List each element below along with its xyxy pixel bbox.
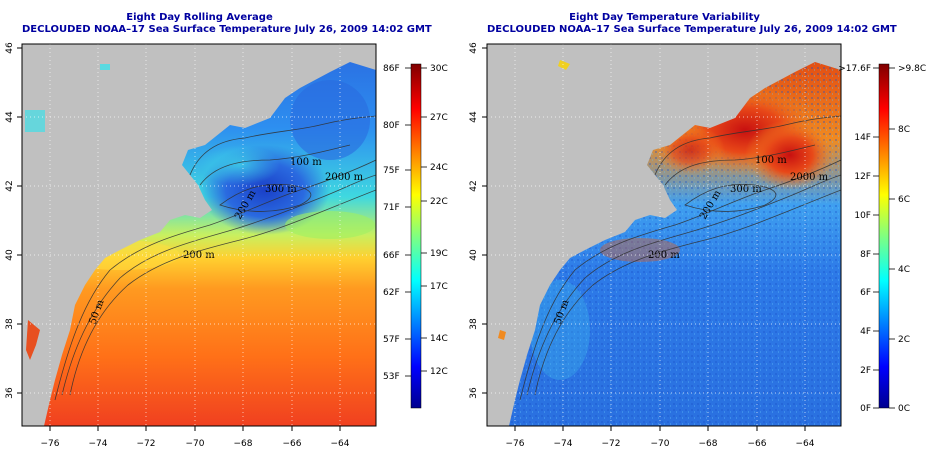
right-contour-label-300m: 300 m (730, 184, 762, 195)
right-colorbar (878, 63, 890, 409)
left-contour-label-300m: 300 m (265, 184, 297, 195)
left-cbar-c-label: 17C (430, 282, 448, 292)
right-y-tick: 40 (469, 249, 479, 261)
right-cbar-c-label: 2C (898, 335, 910, 345)
left-cbar-c-label: 27C (430, 113, 448, 123)
right-cbar-f-label: 6F (860, 288, 871, 298)
right-contour-label-2000m: 2000 m (790, 172, 829, 183)
left-x-tick: −68 (234, 439, 253, 449)
left-y-tick: 40 (5, 249, 15, 261)
left-contour-label-200m: 200 m (183, 250, 215, 261)
right-map: 200 m 50 m 200 m 300 m 2000 m 100 m (487, 44, 841, 426)
right-cbar-f-label: 8F (860, 250, 871, 260)
left-cbar-f-label: 53F (383, 372, 400, 382)
left-y-tick: 38 (5, 318, 15, 330)
left-title-line1: Eight Day Rolling Average (126, 12, 273, 23)
right-x-tick: −64 (796, 439, 815, 449)
right-cbar-c-label: 0C (898, 404, 910, 414)
right-cbar-c-label: 8C (898, 125, 910, 135)
left-cbar-c-label: 22C (430, 197, 448, 207)
right-x-tick: −72 (602, 439, 621, 449)
right-x-tick: −70 (651, 439, 670, 449)
left-contour-label-100m: 100 m (290, 157, 322, 168)
right-cbar-f-label: 0F (860, 404, 871, 414)
left-cbar-c-label: 30C (430, 64, 448, 74)
right-title-line2: DECLOUDED NOAA–17 Sea Surface Temperatur… (487, 24, 897, 35)
right-map-frame (486, 43, 842, 427)
left-x-tick: −74 (89, 439, 108, 449)
left-map-frame (21, 43, 377, 427)
left-cbar-c-label: 24C (430, 163, 448, 173)
right-cbar-c-label: >9.8C (898, 64, 926, 74)
right-cbar-f-label: 2F (860, 366, 871, 376)
left-cbar-f-label: 71F (383, 203, 400, 213)
left-x-tick: −72 (137, 439, 156, 449)
left-land (22, 44, 376, 426)
left-cbar-c-label: 14C (430, 334, 448, 344)
right-cbar-c-label: 6C (898, 195, 910, 205)
right-y-tick: 42 (469, 180, 479, 191)
right-x-tick: −76 (506, 439, 525, 449)
right-y-tick: 36 (469, 387, 479, 399)
left-x-tick: −66 (283, 439, 302, 449)
left-x-tick: −76 (41, 439, 60, 449)
left-cbar-c-label: 12C (430, 367, 448, 377)
left-cbar-f-label: 75F (383, 166, 400, 176)
left-map: 200 m 50 m 200 m 300 m 2000 m 100 m (22, 44, 376, 426)
left-cbar-f-label: 80F (383, 121, 400, 131)
right-y-tick: 44 (469, 111, 479, 123)
left-cbar-f-label: 66F (383, 251, 400, 261)
left-y-tick: 44 (5, 111, 15, 123)
left-colorbar (410, 63, 422, 409)
right-y-tick: 38 (469, 318, 479, 330)
left-cbar-c-label: 19C (430, 249, 448, 259)
right-x-tick: −74 (554, 439, 573, 449)
right-y-tick: 46 (469, 42, 479, 54)
left-title-line2: DECLOUDED NOAA–17 Sea Surface Temperatur… (22, 24, 432, 35)
left-contour-label-2000m: 2000 m (325, 172, 364, 183)
right-cbar-f-label: 4F (860, 327, 871, 337)
left-x-tick: −70 (186, 439, 205, 449)
right-x-tick: −66 (748, 439, 767, 449)
left-cbar-f-label: 86F (383, 64, 400, 74)
left-y-tick: 36 (5, 387, 15, 399)
right-cbar-f-label: 14F (854, 133, 871, 143)
right-land (487, 44, 841, 426)
right-cbar-f-label: 12F (854, 172, 871, 182)
right-x-tick: −68 (699, 439, 718, 449)
right-cbar-c-label: 4C (898, 265, 910, 275)
right-cbar-f-label: >17.6F (838, 64, 871, 74)
left-y-tick: 46 (5, 42, 15, 54)
left-cbar-f-label: 62F (383, 288, 400, 298)
right-cbar-f-label: 10F (854, 211, 871, 221)
right-contour-label-200m: 200 m (648, 250, 680, 261)
left-x-tick: −64 (331, 439, 350, 449)
left-y-tick: 42 (5, 180, 15, 191)
right-contour-label-100m: 100 m (755, 155, 787, 166)
right-title-line1: Eight Day Temperature Variability (569, 12, 760, 23)
left-cbar-f-label: 57F (383, 335, 400, 345)
